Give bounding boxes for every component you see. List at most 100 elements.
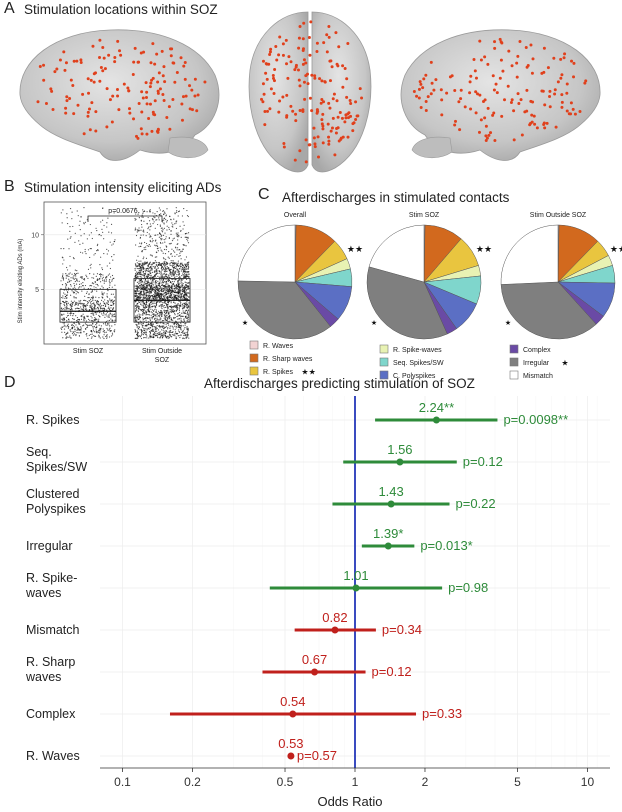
boxplot-jitter-point	[177, 296, 180, 298]
boxplot-jitter-point	[76, 319, 78, 322]
boxplot-jitter-point	[155, 297, 157, 299]
boxplot-jitter-point	[182, 286, 184, 288]
boxplot-jitter-point	[77, 307, 80, 310]
boxplot-jitter-point	[183, 290, 185, 292]
boxplot-jitter-point	[176, 333, 178, 335]
boxplot-jitter-point	[144, 273, 147, 275]
boxplot-jitter-point	[139, 316, 142, 319]
boxplot-jitter-point	[136, 294, 138, 296]
boxplot-jitter-point	[86, 275, 88, 278]
boxplot-jitter-point	[106, 275, 108, 278]
boxplot-jitter-point	[146, 276, 148, 278]
boxplot-jitter-point	[101, 278, 104, 280]
boxplot-jitter-point	[181, 315, 184, 317]
boxplot-jitter-point	[78, 287, 80, 289]
boxplot-jitter-point	[98, 318, 100, 320]
boxplot-jitter-point	[147, 304, 149, 306]
boxplot-jitter-point	[141, 331, 143, 333]
boxplot-jitter-point	[143, 288, 146, 290]
boxplot-jitter-point	[97, 285, 99, 287]
boxplot-jitter-point	[173, 297, 176, 299]
boxplot-jitter-point	[111, 313, 113, 315]
boxplot-jitter-point	[153, 333, 155, 335]
boxplot-jitter-point	[180, 329, 182, 331]
boxplot-jitter-point	[154, 266, 156, 269]
boxplot-jitter-point	[95, 286, 97, 289]
boxplot-jitter-point	[146, 275, 148, 277]
boxplot-jitter-point	[150, 272, 152, 274]
forest-or-label: 1.43	[378, 484, 403, 499]
boxplot-jitter-point	[165, 218, 167, 221]
boxplot-jitter-point	[155, 322, 157, 324]
boxplot-jitter-point	[169, 268, 172, 271]
boxplot-jitter-point	[142, 308, 144, 311]
boxplot-jitter-point	[69, 310, 71, 312]
boxplot-jitter-point	[134, 316, 136, 319]
boxplot-jitter-point	[176, 298, 178, 300]
boxplot-jitter-point	[171, 306, 173, 308]
panel-a-title: Stimulation locations within SOZ	[24, 2, 218, 17]
boxplot-jitter-point	[158, 296, 160, 298]
boxplot-jitter-point	[151, 317, 153, 319]
boxplot-jitter-point	[72, 331, 74, 333]
boxplot-jitter-point	[187, 264, 189, 267]
stim-dot	[51, 108, 55, 112]
boxplot-jitter-point	[151, 336, 153, 338]
boxplot-jitter-point	[71, 321, 73, 323]
boxplot-jitter-point	[140, 272, 142, 274]
boxplot-jitter-point	[160, 271, 162, 273]
boxplot-jitter-point	[143, 297, 146, 300]
stim-dot	[542, 70, 546, 74]
stim-dot	[62, 50, 66, 54]
boxplot-jitter-point	[87, 318, 90, 320]
boxplot-jitter-point	[186, 284, 188, 287]
boxplot-jitter-point	[149, 277, 151, 279]
stim-dot	[329, 129, 333, 133]
boxplot-jitter-point	[91, 307, 93, 309]
boxplot-jitter-point	[161, 295, 163, 297]
boxplot-jitter-point	[95, 319, 97, 321]
boxplot-jitter-point	[177, 290, 179, 292]
boxplot-jitter-point	[74, 272, 76, 275]
boxplot-jitter-point	[185, 304, 188, 306]
boxplot-jitter-point	[146, 280, 148, 282]
boxplot-jitter-point	[136, 267, 138, 270]
boxplot-jitter-point	[138, 212, 140, 214]
boxplot-jitter-point	[167, 328, 169, 330]
boxplot-jitter-point	[89, 319, 91, 321]
boxplot-jitter-point	[175, 291, 178, 293]
boxplot-jitter-point	[83, 223, 85, 225]
boxplot-jitter-point	[155, 219, 157, 221]
boxplot-jitter-point	[170, 273, 172, 275]
boxplot-jitter-point	[61, 300, 64, 303]
boxplot-jitter-point	[141, 294, 143, 296]
boxplot-jitter-point	[165, 280, 167, 282]
boxplot-jitter-point	[78, 329, 80, 331]
boxplot-jitter-point	[148, 294, 150, 296]
boxplot-jitter-point	[150, 277, 152, 279]
boxplot-jitter-point	[161, 307, 163, 310]
boxplot-jitter-point	[184, 288, 186, 290]
boxplot-jitter-point	[185, 294, 187, 296]
boxplot-jitter-point	[163, 281, 166, 283]
boxplot-jitter-point	[73, 292, 75, 294]
boxplot-jitter-point	[136, 298, 139, 300]
boxplot-jitter-point	[176, 264, 179, 267]
boxplot-jitter-point	[179, 326, 181, 329]
boxplot-jitter-point	[142, 263, 144, 265]
boxplot-jitter-point	[106, 248, 108, 250]
boxplot-jitter-point	[170, 335, 172, 338]
boxplot-jitter-point	[144, 283, 147, 285]
boxplot-jitter-point	[163, 325, 165, 327]
stim-dot	[133, 46, 137, 50]
boxplot-jitter-point	[177, 295, 179, 297]
boxplot-jitter-point	[182, 307, 185, 309]
boxplot-jitter-point	[187, 275, 189, 277]
boxplot-jitter-point	[140, 269, 142, 271]
boxplot-jitter-point	[73, 313, 75, 315]
boxplot-jitter-point	[140, 266, 142, 268]
boxplot-jitter-point	[69, 308, 71, 311]
boxplot-jitter-point	[172, 331, 174, 333]
boxplot-jitter-point	[173, 270, 175, 272]
boxplot-jitter-point	[185, 295, 187, 297]
